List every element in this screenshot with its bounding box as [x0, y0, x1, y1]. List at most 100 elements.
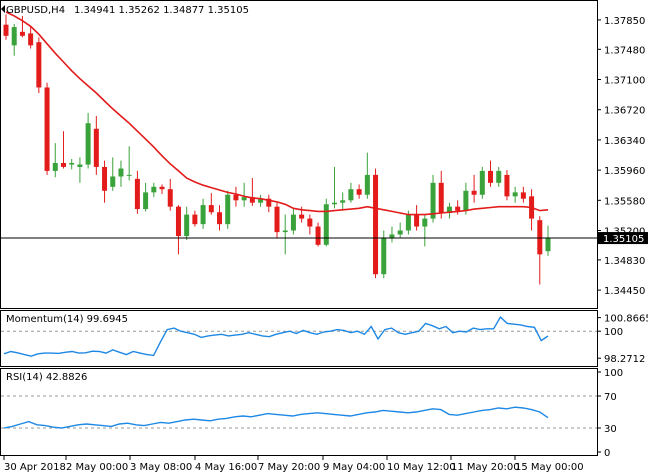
candle-body [11, 27, 17, 46]
price-tick-label: 1.36720 [604, 106, 645, 117]
price-tick-label: 1.37850 [604, 16, 645, 27]
rsi-tick-label: 0 [604, 448, 610, 459]
candle-body [315, 226, 321, 245]
price-tick-label: 1.34830 [604, 256, 645, 267]
candle-body [69, 162, 75, 165]
price-tick-label: 1.36340 [604, 136, 645, 147]
candle-body [520, 192, 526, 199]
price-tick-label: 1.37100 [604, 76, 645, 87]
candle-body [77, 164, 83, 167]
time-tick-label: 3 May 08:00 [130, 462, 192, 473]
candle-body [85, 123, 91, 165]
candle-body [512, 192, 518, 197]
candle-body [331, 202, 337, 205]
candle-body [192, 214, 198, 225]
candle-body [151, 186, 157, 193]
momentum-label: Momentum(14) 99.6945 [6, 314, 128, 325]
candle-body [266, 198, 272, 207]
candle-body [323, 204, 329, 245]
price-panel-frame [0, 0, 598, 309]
rsi-tick-label: 30 [604, 424, 617, 435]
candle-body [446, 206, 452, 214]
candle-body [471, 190, 477, 195]
time-tick-label: 9 May 04:00 [323, 462, 385, 473]
candle-body [537, 220, 543, 255]
candle-body [340, 200, 346, 203]
candle-body [134, 178, 140, 210]
time-tick-label: 2 May 00:00 [66, 462, 128, 473]
candle-body [282, 230, 288, 233]
candle-body [3, 24, 9, 36]
candle-body [348, 189, 354, 201]
candle-body [545, 237, 551, 252]
price-tick-label: 1.37480 [604, 45, 645, 56]
triangle-marker-icon [1, 5, 5, 13]
candle-body [488, 170, 494, 183]
price-tick-label: 1.35580 [604, 196, 645, 207]
candle-body [93, 128, 99, 167]
time-tick-label: 7 May 20:00 [258, 462, 320, 473]
rsi-tick-label: 100 [604, 368, 623, 379]
price-tick-label: 1.35960 [604, 166, 645, 177]
momentum-tick-label: 98.2712 [604, 354, 645, 365]
candle-body [143, 192, 149, 210]
rsi-tick-label: 70 [604, 392, 617, 403]
candle-body [44, 87, 50, 171]
candle-body [110, 176, 116, 187]
rsi-layer: 100 70 30 0 [1, 368, 623, 459]
candle-body [364, 174, 370, 195]
candle-body [19, 31, 25, 36]
candle-body [422, 218, 428, 227]
time-tick-label: 30 Apr 2018 [4, 462, 66, 473]
candles-layer [3, 14, 551, 285]
candle-body [208, 205, 214, 213]
candle-body [373, 174, 379, 275]
time-tick-label: 15 May 00:00 [515, 462, 584, 473]
candle-body [397, 230, 403, 235]
current-price-label: 1.35105 [603, 234, 644, 245]
momentum-panel-frame [0, 310, 598, 367]
candle-body [102, 166, 108, 191]
candle-body [299, 214, 305, 219]
candle-body [479, 170, 485, 195]
candle-body [36, 42, 42, 88]
rsi-panel-frame [0, 368, 598, 456]
price-tick-label: 1.35200 [604, 227, 645, 238]
candle-body [381, 238, 387, 275]
candle-body [52, 162, 58, 171]
candle-body [159, 186, 165, 190]
chart-header-ohlc: 1.34941 1.35262 1.34877 1.35105 [74, 5, 249, 16]
time-axis: 30 Apr 2018 2 May 00:00 3 May 08:00 4 May 1… [3, 456, 584, 473]
candle-body [118, 168, 124, 177]
time-tick-label: 10 May 12:00 [387, 462, 456, 473]
candle-body [389, 234, 395, 239]
time-tick-label: 4 May 16:00 [195, 462, 257, 473]
momentum-tick-label: 100 [604, 327, 623, 338]
candle-body [200, 205, 206, 225]
candle-body [496, 170, 502, 183]
candle-body [28, 33, 34, 46]
candle-body [455, 206, 461, 211]
candle-body [463, 190, 469, 211]
current-price-box [597, 232, 648, 245]
momentum-tick-label: 100.8665 [604, 314, 648, 325]
candle-body [167, 189, 173, 207]
candle-body [184, 214, 190, 237]
candle-body [225, 194, 231, 225]
price-axis: 1.37850 1.37480 1.37100 1.36720 1.36340 1.359… [597, 16, 645, 297]
candle-body [414, 214, 420, 227]
chart-header-symbol: GBPUSD,H4 [6, 5, 65, 16]
candle-body [126, 174, 132, 176]
candle-body [504, 174, 510, 197]
candle-body [60, 162, 66, 167]
candle-body [241, 197, 247, 201]
time-tick-label: 11 May 20:00 [451, 462, 520, 473]
price-tick-label: 1.34450 [604, 286, 645, 297]
momentum-line [3, 315, 549, 357]
candle-body [249, 197, 255, 203]
rsi-line [3, 406, 549, 429]
rsi-label: RSI(14) 42.8826 [6, 372, 87, 383]
candle-body [430, 182, 436, 219]
candle-body [233, 194, 239, 201]
